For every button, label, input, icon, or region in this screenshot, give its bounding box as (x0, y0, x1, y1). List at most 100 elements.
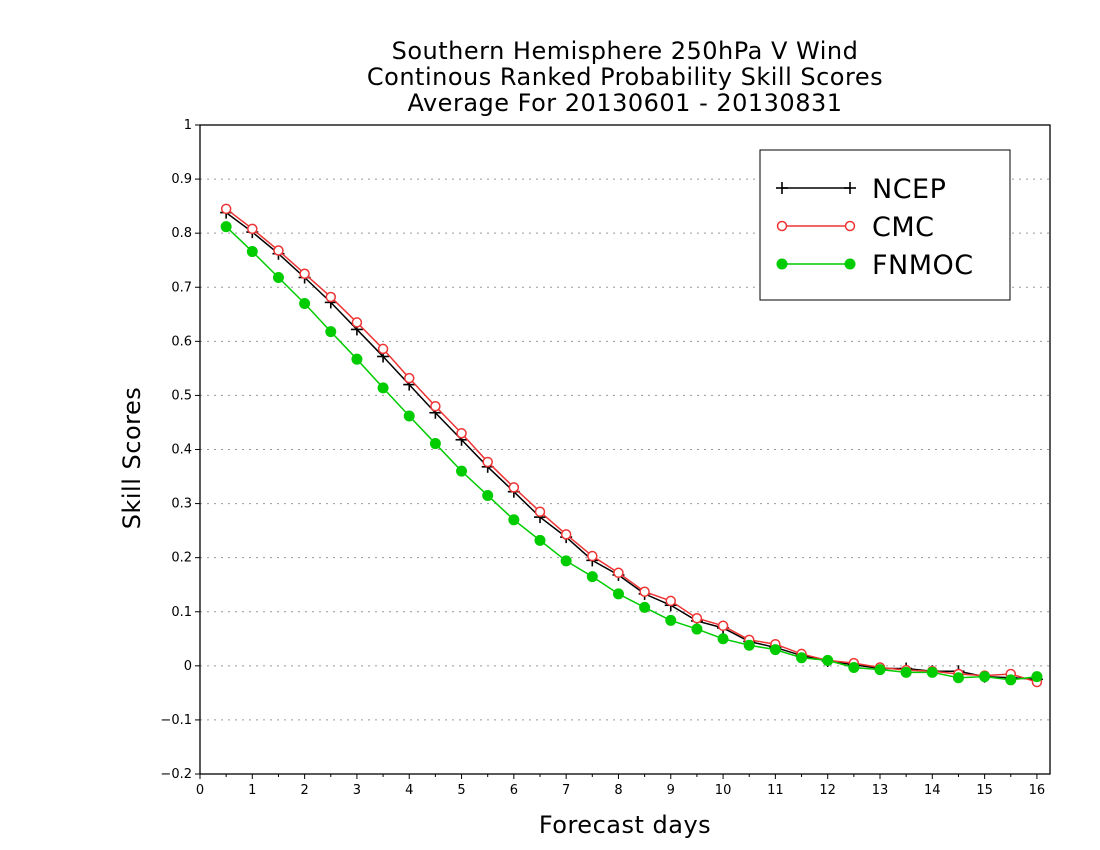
data-point-fnmoc (482, 489, 494, 501)
data-point-cmc (430, 400, 441, 412)
y-tick-label: 0.9 (171, 172, 192, 187)
x-tick-label: 0 (196, 783, 204, 798)
data-point-fnmoc (639, 601, 651, 613)
data-point-fnmoc (220, 221, 232, 233)
data-point-fnmoc (691, 623, 703, 635)
data-point-fnmoc (246, 246, 258, 258)
y-tick-label: 1 (184, 118, 192, 133)
data-point-fnmoc (1031, 671, 1043, 683)
data-point-cmc (456, 428, 467, 439)
data-point-cmc (299, 268, 310, 279)
data-point-fnmoc (796, 652, 808, 664)
data-point-cmc (247, 223, 258, 235)
data-point-fnmoc (979, 671, 991, 683)
data-point-fnmoc (377, 382, 389, 394)
data-point-fnmoc (1005, 674, 1017, 686)
data-point-fnmoc (848, 661, 860, 673)
x-tick-label: 8 (614, 783, 622, 798)
x-tick-label: 2 (300, 783, 308, 798)
y-tick-label: 0.1 (171, 605, 192, 620)
data-point-cmc (691, 612, 703, 624)
data-point-fnmoc (299, 297, 311, 309)
data-point-fnmoc (429, 438, 441, 450)
x-tick-label: 11 (767, 783, 784, 798)
data-point-cmc (403, 372, 415, 384)
legend-marker-fnmoc (776, 258, 788, 270)
y-axis-title: Skill Scores (118, 387, 146, 530)
y-tick-label: 0 (184, 659, 192, 674)
y-tick-label: 0.2 (171, 551, 192, 566)
x-tick-label: 10 (715, 783, 732, 798)
x-tick-label: 7 (562, 783, 570, 798)
x-tick-label: 15 (976, 783, 993, 798)
x-tick-label: 1 (248, 783, 256, 798)
legend-label-ncep: NCEP (872, 174, 946, 205)
series-fnmoc (220, 221, 1043, 686)
chart-title-line-2: Continous Ranked Probability Skill Score… (366, 63, 884, 91)
data-point-cmc (482, 456, 493, 468)
data-point-fnmoc (952, 672, 964, 684)
x-tick-label: 6 (510, 783, 518, 798)
data-point-fnmoc (717, 633, 729, 645)
x-tick-label: 13 (872, 783, 889, 798)
data-point-cmc (377, 343, 389, 355)
x-tick-label: 3 (353, 783, 361, 798)
x-tick-label: 9 (667, 783, 675, 798)
data-point-fnmoc (874, 664, 886, 676)
data-point-cmc (220, 203, 232, 215)
data-point-fnmoc (900, 666, 912, 678)
legend-label-fnmoc: FNMOC (872, 250, 974, 281)
x-tick-label: 16 (1029, 783, 1046, 798)
y-tick-label: 0.5 (171, 388, 192, 403)
x-tick-label: 12 (819, 783, 836, 798)
legend-marker-ncep (776, 182, 788, 194)
data-point-cmc (613, 567, 624, 579)
legend-marker-fnmoc (844, 258, 856, 270)
data-point-fnmoc (822, 654, 834, 666)
y-tick-label: 0.3 (171, 497, 192, 512)
y-tick-label: −0.1 (160, 713, 192, 728)
data-point-fnmoc (560, 555, 572, 567)
data-point-cmc (325, 291, 337, 303)
legend-item-ncep: NCEP (776, 174, 946, 205)
data-point-cmc (587, 550, 598, 562)
data-point-cmc (534, 506, 546, 517)
data-point-fnmoc (508, 514, 520, 526)
data-point-fnmoc (272, 272, 284, 284)
data-point-fnmoc (534, 534, 546, 546)
data-point-fnmoc (743, 639, 755, 651)
x-tick-label: 4 (405, 783, 413, 798)
chart-title-line-1: Southern Hemisphere 250hPa V Wind (391, 37, 859, 65)
data-point-fnmoc (769, 644, 781, 656)
plot-frame (199, 124, 1051, 775)
data-point-cmc (717, 620, 729, 632)
y-tick-label: −0.2 (160, 767, 192, 782)
data-point-fnmoc (325, 326, 337, 338)
legend: NCEP CMC FNMOC (759, 149, 1011, 301)
data-point-cmc (639, 586, 650, 597)
legend-item-fnmoc: FNMOC (776, 250, 974, 281)
y-tick-label: 0.8 (171, 226, 192, 241)
legend-marker-cmc (844, 220, 856, 232)
legend-box (759, 149, 1011, 301)
y-tick-label: 0.7 (171, 280, 192, 295)
x-tick-label: 5 (457, 783, 465, 798)
data-point-cmc (508, 482, 520, 493)
data-point-fnmoc (456, 465, 468, 477)
data-point-cmc (273, 245, 284, 256)
legend-item-cmc: CMC (776, 212, 935, 243)
data-point-fnmoc (586, 571, 598, 583)
data-point-fnmoc (926, 666, 938, 678)
legend-label-cmc: CMC (872, 212, 935, 243)
data-point-fnmoc (351, 353, 363, 365)
y-tick-label: 0.6 (171, 334, 192, 349)
data-point-cmc (351, 317, 363, 328)
data-point-cmc (665, 595, 677, 607)
legend-marker-ncep (844, 182, 856, 194)
data-point-fnmoc (403, 410, 415, 422)
x-axis-title: Forecast days (539, 811, 711, 839)
data-point-fnmoc (665, 614, 677, 626)
data-point-fnmoc (612, 588, 624, 600)
x-tick-label: 14 (924, 783, 941, 798)
